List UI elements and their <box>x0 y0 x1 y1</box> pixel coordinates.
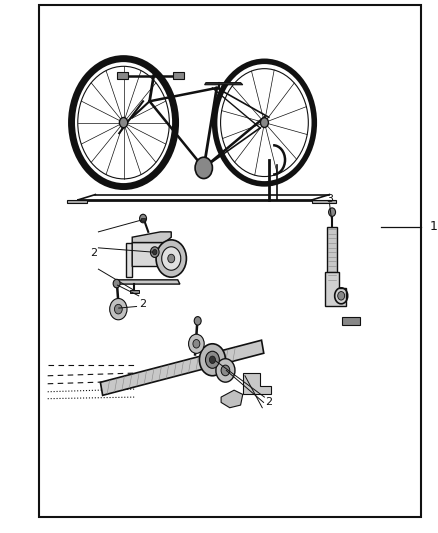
Circle shape <box>189 334 204 353</box>
Circle shape <box>194 317 201 325</box>
Circle shape <box>216 359 235 382</box>
Circle shape <box>193 340 200 348</box>
Circle shape <box>156 240 187 277</box>
Circle shape <box>328 208 336 216</box>
Circle shape <box>221 365 230 376</box>
Bar <box>39 5 420 517</box>
Circle shape <box>338 292 345 300</box>
Polygon shape <box>325 272 346 306</box>
Bar <box>141 218 145 221</box>
Circle shape <box>120 117 128 128</box>
Polygon shape <box>205 83 243 85</box>
Text: 2: 2 <box>90 248 97 258</box>
Circle shape <box>199 344 226 376</box>
Bar <box>173 72 184 79</box>
Bar <box>117 72 128 79</box>
Circle shape <box>168 254 175 263</box>
Text: 3: 3 <box>326 194 333 204</box>
Bar <box>327 227 337 282</box>
Text: 1: 1 <box>429 220 437 233</box>
Circle shape <box>150 247 159 257</box>
Circle shape <box>110 298 127 320</box>
Circle shape <box>152 249 157 255</box>
Polygon shape <box>221 390 243 408</box>
Circle shape <box>113 279 120 288</box>
Polygon shape <box>132 243 171 266</box>
Polygon shape <box>100 340 264 395</box>
Polygon shape <box>117 280 180 284</box>
Text: 2: 2 <box>265 398 272 407</box>
Polygon shape <box>312 200 336 203</box>
Circle shape <box>114 304 122 314</box>
Circle shape <box>261 118 268 127</box>
Polygon shape <box>132 232 171 243</box>
Circle shape <box>162 247 181 270</box>
Circle shape <box>195 157 212 179</box>
Circle shape <box>140 214 147 223</box>
Polygon shape <box>126 243 132 277</box>
Polygon shape <box>343 317 360 325</box>
Circle shape <box>209 356 215 364</box>
Circle shape <box>205 351 219 368</box>
Text: 2: 2 <box>139 299 147 309</box>
Polygon shape <box>243 373 271 394</box>
Polygon shape <box>130 290 139 293</box>
Polygon shape <box>67 200 87 203</box>
